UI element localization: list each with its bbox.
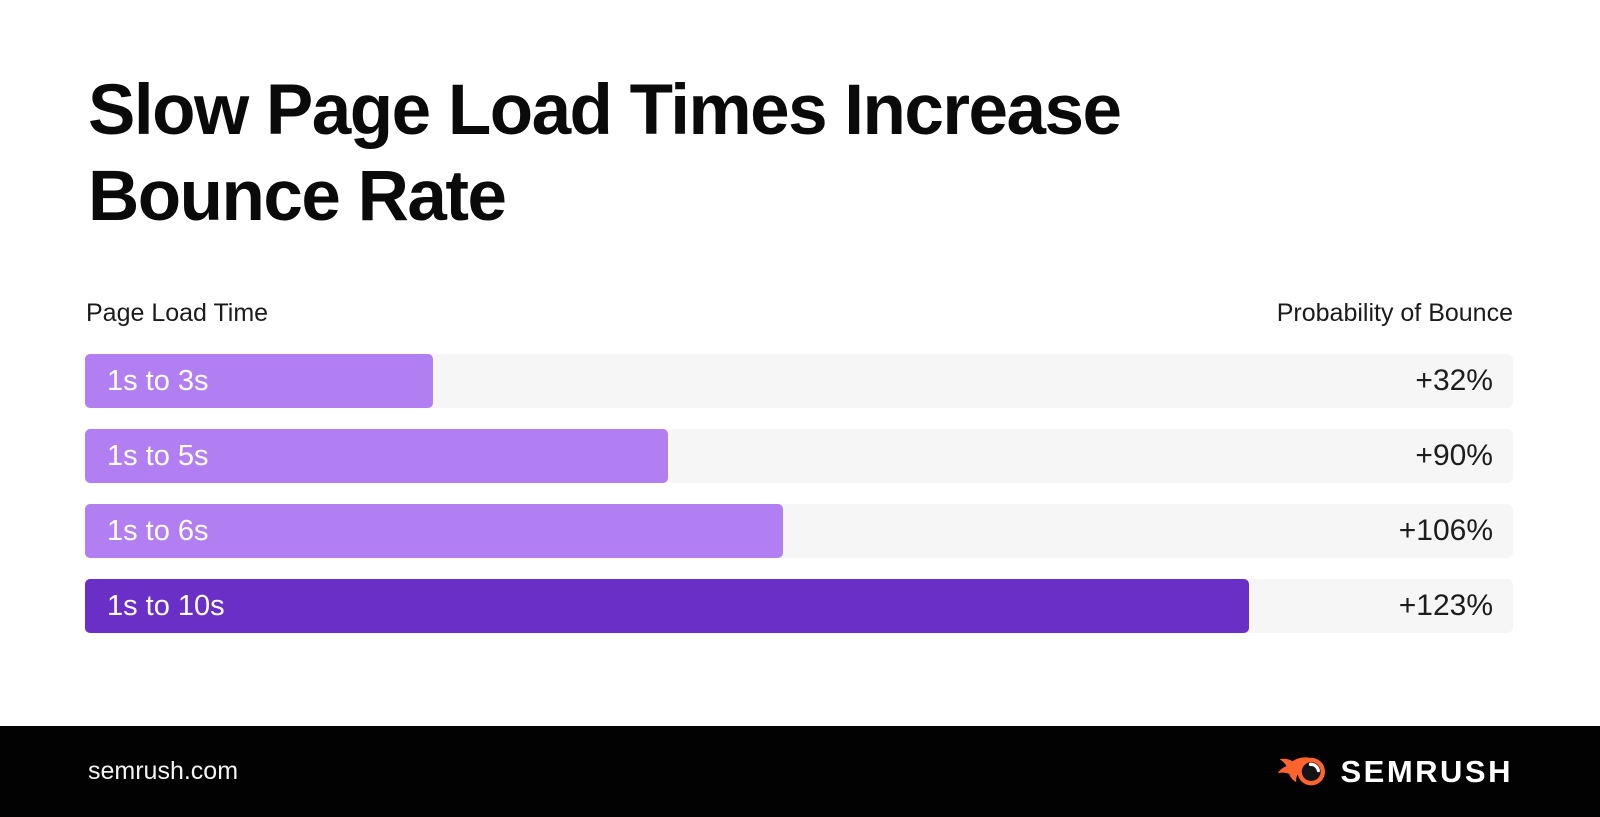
axis-label-probability-of-bounce: Probability of Bounce bbox=[1276, 299, 1513, 327]
bar-1s-to-6s: 1s to 6s bbox=[85, 504, 784, 558]
bar-value: +32% bbox=[1415, 364, 1493, 397]
semrush-flame-icon bbox=[1278, 756, 1326, 785]
bar-chart: 1s to 3s +32% 1s to 5s +90% 1s to 6s +10… bbox=[85, 354, 1513, 633]
semrush-logo: SEMRUSH bbox=[1277, 752, 1513, 792]
bar-1s-to-5s: 1s to 5s bbox=[85, 429, 668, 483]
title-line-2: Bounce Rate bbox=[88, 157, 507, 236]
bar-label: 1s to 6s bbox=[107, 514, 209, 547]
bar-row-1s-to-5s: 1s to 5s +90% bbox=[85, 429, 1513, 483]
bar-row-1s-to-6s: 1s to 6s +106% bbox=[85, 504, 1513, 558]
bar-1s-to-3s: 1s to 3s bbox=[85, 354, 434, 408]
title-line-1: Slow Page Load Times Increase bbox=[88, 71, 1122, 150]
footer-bar: semrush.com SEMRUSH bbox=[0, 726, 1600, 817]
axis-label-page-load-time: Page Load Time bbox=[86, 299, 269, 327]
page-title: Slow Page Load Times Increase Bounce Rat… bbox=[88, 68, 1122, 240]
bar-value: +90% bbox=[1415, 439, 1493, 472]
bar-row-1s-to-10s: 1s to 10s +123% bbox=[85, 579, 1513, 633]
bar-label: 1s to 10s bbox=[107, 589, 225, 622]
semrush-wordmark: SEMRUSH bbox=[1340, 753, 1513, 789]
bar-value: +106% bbox=[1398, 514, 1493, 547]
bar-label: 1s to 5s bbox=[107, 439, 209, 472]
bar-label: 1s to 3s bbox=[107, 364, 209, 397]
column-headers: Page Load Time Probability of Bounce bbox=[86, 299, 1513, 328]
bar-value: +123% bbox=[1398, 589, 1493, 622]
bar-row-1s-to-3s: 1s to 3s +32% bbox=[85, 354, 1513, 408]
site-url: semrush.com bbox=[88, 757, 239, 785]
bar-1s-to-10s: 1s to 10s bbox=[85, 579, 1249, 633]
